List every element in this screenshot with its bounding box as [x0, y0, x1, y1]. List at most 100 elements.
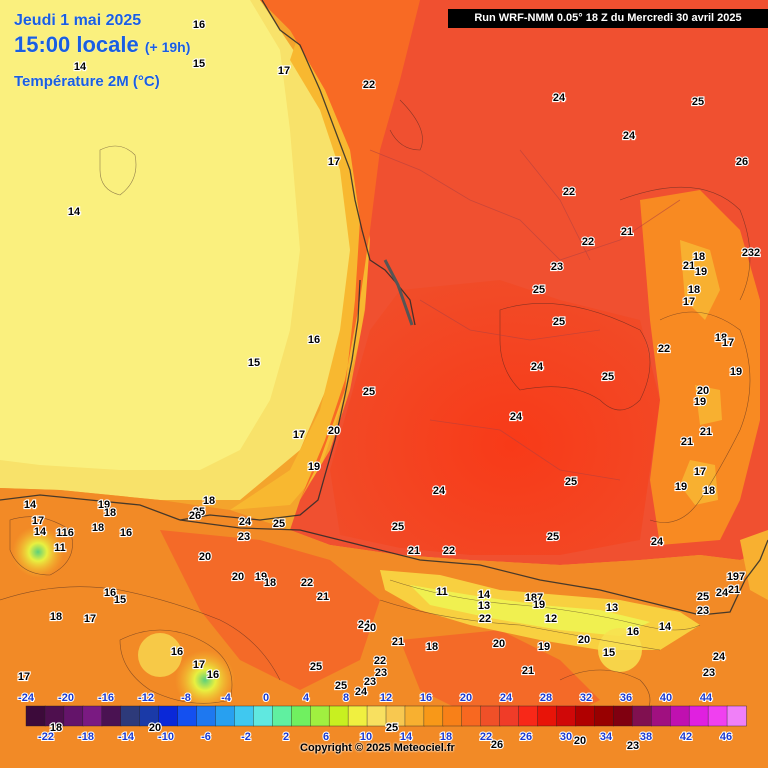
legend-swatch	[537, 705, 558, 727]
temperature-label: 18	[426, 641, 438, 653]
legend-label: 40	[660, 692, 672, 704]
legend-label: -12	[138, 692, 154, 704]
temperature-label: 25	[533, 284, 545, 296]
temperature-label: 25	[193, 506, 205, 518]
temperature-label: 15	[248, 357, 260, 369]
legend-swatch	[101, 705, 122, 727]
legend-swatch	[632, 705, 652, 727]
temperature-label: 24	[510, 411, 523, 423]
massif-central	[640, 190, 760, 545]
temperature-label: 22	[479, 613, 491, 625]
temperature-label: 25	[363, 386, 375, 398]
temperature-label: 21	[317, 591, 329, 603]
legend-swatch	[158, 705, 179, 727]
coastlines	[0, 0, 768, 616]
legend-label: 36	[620, 692, 632, 704]
legend-swatch	[272, 705, 292, 727]
run-label: Run WRF-NMM 0.05° 18 Z du Mercredi 30 av…	[448, 9, 768, 28]
legend-swatch	[613, 705, 634, 727]
temperature-label: 20	[697, 385, 709, 397]
temperature-label: 16	[104, 587, 116, 599]
temperature-label: 20	[364, 622, 376, 634]
temperature-label: 20	[328, 425, 340, 437]
temperature-label: 14	[34, 526, 47, 538]
legend-label: 0	[263, 692, 269, 704]
temperature-label: 23	[551, 261, 563, 273]
mediterranean-sea	[740, 530, 768, 600]
temperature-label: 18	[693, 251, 705, 263]
legend-swatch	[234, 705, 255, 727]
temperature-label: 18	[50, 611, 62, 623]
legend-label: 28	[540, 692, 552, 704]
temperature-label: 18	[104, 507, 116, 519]
temperature-label: 24	[355, 686, 368, 698]
legend-label: 4	[303, 692, 310, 704]
temperature-label: 25	[692, 96, 704, 108]
temperature-label: 116	[56, 527, 74, 539]
temperature-label: 197	[727, 571, 745, 583]
temperature-label: 18	[264, 577, 276, 589]
temperature-label: 18	[703, 485, 715, 497]
legend-label: 22	[480, 731, 492, 743]
temperature-label: 24	[433, 485, 446, 497]
temperature-label: 26	[189, 510, 201, 522]
temperature-label: 21	[522, 665, 534, 677]
legend-swatch	[215, 705, 236, 727]
temperature-label: 24	[651, 536, 664, 548]
temperature-label: 17	[193, 659, 205, 671]
temperature-label: 20	[574, 735, 586, 747]
temperature-label: 22	[363, 79, 375, 91]
legend-label: -22	[38, 731, 54, 743]
temperature-label: 24	[531, 361, 544, 373]
temperature-label: 22	[563, 186, 575, 198]
temperature-label: 16	[627, 626, 639, 638]
legend-swatch	[518, 705, 539, 727]
temperature-label: 13	[478, 600, 490, 612]
forecast-date: Jeudi 1 mai 2025	[14, 12, 142, 29]
temperature-label: 14	[659, 621, 672, 633]
legend-swatch	[196, 705, 217, 727]
legend-swatch	[120, 705, 141, 727]
temperature-label: 17	[293, 429, 305, 441]
temperature-label: 19	[533, 599, 545, 611]
temperature-label: 24	[553, 92, 566, 104]
legend-swatch	[670, 705, 690, 727]
spain-warm	[160, 530, 600, 720]
temperature-label: 24	[713, 651, 726, 663]
legend-swatch	[366, 705, 387, 727]
temperature-label: 20	[199, 551, 211, 563]
legend-label: 8	[343, 692, 349, 704]
temperature-label: 11	[436, 586, 448, 598]
region-borders	[369, 149, 681, 481]
temperature-label: 14	[74, 61, 87, 73]
temperature-label: 19	[538, 641, 550, 653]
legend-label: 16	[420, 692, 432, 704]
temperature-label: 20	[232, 571, 244, 583]
legend-swatch	[82, 705, 103, 727]
temperature-label: 16	[171, 646, 183, 658]
pyrenees-core	[410, 585, 650, 636]
temperature-label: 24	[239, 516, 252, 528]
temperature-label: 23	[703, 667, 715, 679]
legend-swatch	[253, 705, 274, 727]
legend-swatch	[707, 705, 728, 727]
temperature-label: 22	[443, 545, 455, 557]
temperature-label: 25	[310, 661, 322, 673]
temperature-label: 18	[50, 722, 62, 734]
temperature-label: 19	[675, 481, 687, 493]
temperature-label: 21	[621, 226, 633, 238]
legend-label: 20	[460, 692, 472, 704]
temperature-label: 20	[493, 638, 505, 650]
temperature-label: 23	[375, 667, 387, 679]
temperature-label: 21	[700, 426, 712, 438]
temperature-label: 24	[358, 619, 371, 631]
legend-swatch	[177, 705, 198, 727]
temperature-label: 16	[193, 19, 205, 31]
coastal-band	[230, 30, 370, 510]
legend-label: 24	[500, 692, 513, 704]
temperature-label: 13	[606, 602, 618, 614]
temperature-label: 16	[120, 527, 132, 539]
temperature-label: 15	[603, 647, 615, 659]
temperature-label: 21	[728, 584, 740, 596]
legend-swatch	[556, 705, 577, 727]
